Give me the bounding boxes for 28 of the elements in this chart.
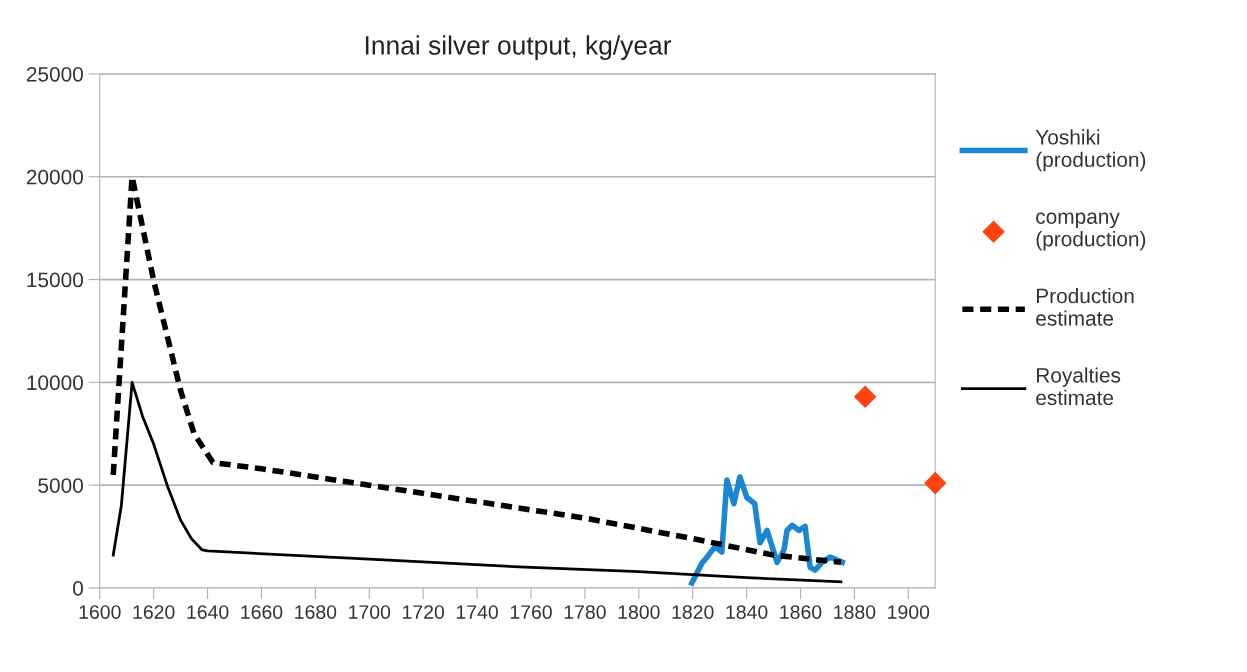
legend-label: Royalties estimate [1036,367,1121,406]
chart-title: Innai silver output, kg/year [365,35,672,60]
y-tick-label: 10000 [27,375,83,391]
x-tick-label: 1640 [187,605,229,619]
line-series [111,380,843,584]
x-tick-label: 1880 [834,605,876,619]
x-tick-label: 1680 [295,605,337,619]
x-tick-label: 1780 [564,605,606,619]
legend-label: company (production) [1036,212,1146,251]
x-tick-label: 1600 [79,605,121,619]
x-tick-label: 1660 [241,605,283,619]
y-tick-label: 15000 [27,272,83,288]
y-tick-label: 25000 [26,66,83,82]
x-tick-label: 1760 [510,605,552,619]
y-tick-label: 5000 [38,478,83,493]
x-tick-label: 1720 [403,605,445,619]
x-tick-label: 1820 [672,605,714,619]
x-tick-label: 1860 [780,605,822,619]
x-tick-label: 1620 [133,605,175,619]
legend-label: Production estimate [1036,288,1134,326]
x-tick-label: 1700 [349,605,391,619]
y-tick-label: 20000 [26,169,83,185]
x-tick-label: 1740 [456,605,498,619]
x-tick-label: 1900 [888,605,930,619]
y-tick-label: 0 [73,581,83,596]
x-tick-label: 1800 [618,605,660,619]
x-tick-label: 1840 [726,605,768,619]
legend-label: Yoshiki (production) [1035,129,1146,172]
